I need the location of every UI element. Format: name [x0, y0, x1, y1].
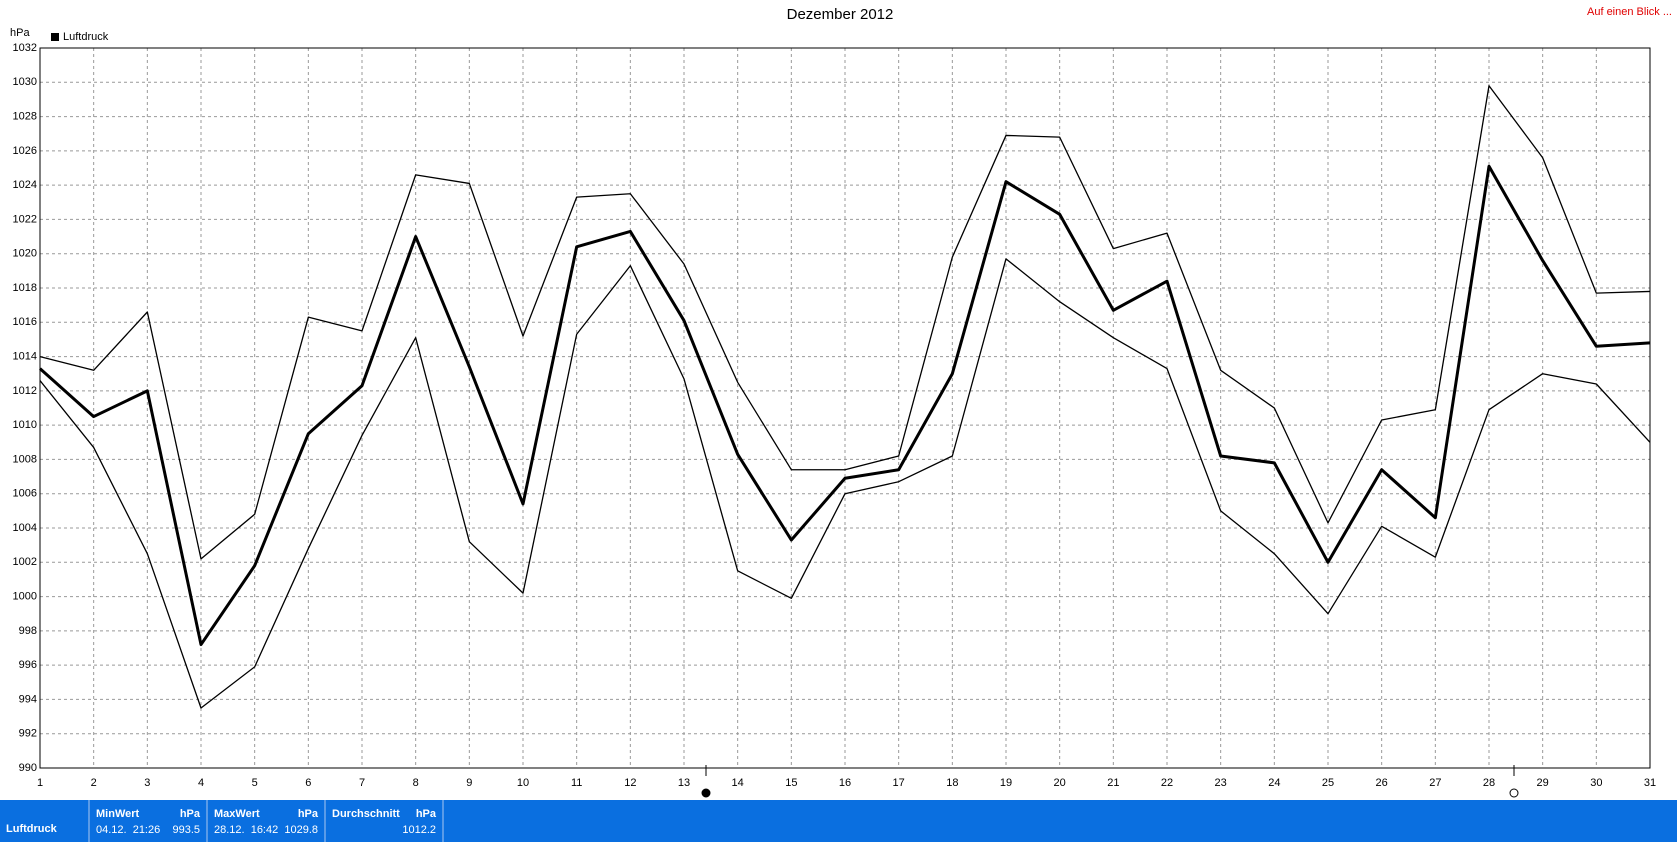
x-tick-label: 29 — [1537, 777, 1549, 789]
x-tick-label: 1 — [37, 777, 43, 789]
x-tick-label: 12 — [624, 777, 636, 789]
y-tick-label: 996 — [19, 659, 37, 671]
column-unit: hPa — [297, 808, 318, 820]
y-tick-label: 1014 — [13, 350, 37, 362]
x-tick-label: 13 — [678, 777, 690, 789]
moon-full — [1509, 788, 1519, 798]
summary-bar: Luftdruck MinWert hPa 04.12. 21:26 993.5 Max… — [0, 800, 1677, 842]
summary-column: MinWert hPa 04.12. 21:26 993.5 — [92, 800, 208, 842]
x-tick-label: 6 — [305, 777, 311, 789]
x-tick-label: 16 — [839, 777, 851, 789]
series-line — [39, 164, 1651, 647]
x-tick-label: 2 — [91, 777, 97, 789]
summary-column: MaxWert hPa 28.12. 16:42 1029.8 — [210, 800, 326, 842]
x-tick-label: 24 — [1268, 777, 1280, 789]
y-tick-label: 1024 — [13, 179, 37, 191]
y-tick-label: 1022 — [13, 213, 37, 225]
x-tick-label: 27 — [1429, 777, 1441, 789]
y-tick-label: 1008 — [13, 453, 37, 465]
y-tick-label: 1010 — [13, 419, 37, 431]
column-label: MinWert — [96, 808, 140, 820]
series-line — [39, 85, 1651, 560]
column-value: 993.5 — [172, 824, 200, 836]
x-tick-label: 31 — [1644, 777, 1656, 789]
legend-label: Luftdruck — [63, 31, 109, 43]
x-tick-label: 3 — [144, 777, 150, 789]
y-tick-label: 1000 — [13, 590, 37, 602]
column-value: 1012.2 — [402, 824, 436, 836]
x-tick-label: 21 — [1107, 777, 1119, 789]
x-tick-label: 22 — [1161, 777, 1173, 789]
chart-title: Dezember 2012 — [787, 6, 894, 23]
column-time: 28.12. 16:42 — [214, 824, 279, 836]
y-tick-label: 1030 — [13, 76, 37, 88]
y-tick-label: 1018 — [13, 282, 37, 294]
y-tick-label: 1016 — [13, 316, 37, 328]
plot-frame — [39, 47, 1651, 769]
y-tick-label: 994 — [19, 693, 37, 705]
x-tick-label: 14 — [732, 777, 744, 789]
x-tick-label: 25 — [1322, 777, 1334, 789]
column-time: 04.12. 21:26 — [96, 824, 161, 836]
summary-row: Luftdruck — [0, 800, 90, 842]
column-label: Durchschnitt — [332, 808, 400, 820]
x-tick-label: 17 — [893, 777, 905, 789]
overview-link[interactable]: Auf einen Blick ... — [1587, 6, 1672, 18]
series-line — [39, 258, 1651, 709]
x-tick-label: 19 — [1000, 777, 1012, 789]
x-tick-label: 8 — [413, 777, 419, 789]
y-tick-label: 1012 — [13, 385, 37, 397]
moon-new — [701, 788, 711, 798]
summary-column: Durchschnitt hPa 1012.2 — [328, 800, 444, 842]
x-tick-label: 10 — [517, 777, 529, 789]
y-tick-label: 1020 — [13, 248, 37, 260]
chart: Dezember 2012 Auf einen Blick ... hPa 99… — [10, 6, 1672, 798]
x-tick-label: 23 — [1215, 777, 1227, 789]
x-tick-label: 5 — [252, 777, 258, 789]
x-tick-label: 28 — [1483, 777, 1495, 789]
y-axis-label: hPa — [10, 27, 30, 39]
x-tick-label: 9 — [466, 777, 472, 789]
x-tick-label: 20 — [1054, 777, 1066, 789]
y-tick-label: 1002 — [13, 556, 37, 568]
row-label: Luftdruck — [6, 823, 57, 835]
column-unit: hPa — [179, 808, 200, 820]
y-tick-label: 992 — [19, 728, 37, 740]
x-tick-label: 4 — [198, 777, 204, 789]
legend-swatch — [51, 33, 59, 41]
y-tick-label: 1026 — [13, 145, 37, 157]
x-tick-label: 30 — [1590, 777, 1602, 789]
y-tick-label: 1004 — [13, 522, 37, 534]
y-tick-label: 998 — [19, 625, 37, 637]
y-tick-label: 1028 — [13, 110, 37, 122]
y-tick-label: 1006 — [13, 488, 37, 500]
x-tick-label: 15 — [785, 777, 797, 789]
y-tick-label: 1032 — [13, 42, 37, 54]
column-unit: hPa — [415, 808, 436, 820]
x-tick-label: 18 — [946, 777, 958, 789]
column-label: MaxWert — [214, 808, 260, 820]
x-tick-label: 26 — [1376, 777, 1388, 789]
x-tick-label: 11 — [571, 777, 582, 789]
y-tick-label: 990 — [19, 762, 37, 774]
x-tick-label: 7 — [359, 777, 365, 789]
column-value: 1029.8 — [284, 824, 318, 836]
